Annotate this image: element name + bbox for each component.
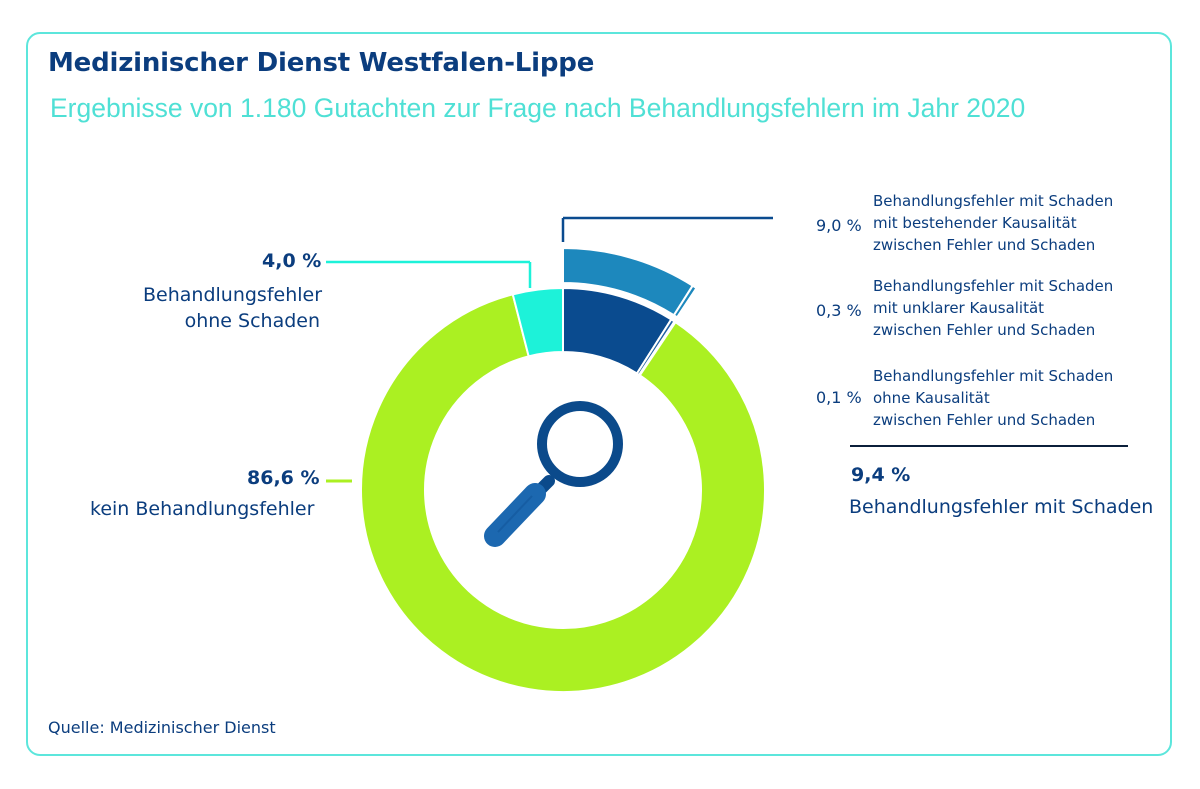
breakdown-text-2: Behandlungsfehler mit Schaden mit unklar…	[873, 277, 1114, 339]
label-kein: kein Behandlungsfehler	[90, 498, 315, 520]
slice-ohne-schaden	[511, 286, 564, 358]
magnifier-icon	[484, 401, 623, 547]
label-ohne-schaden-value: 4,0 %	[262, 250, 322, 272]
breakdown-total-value: 9,4 %	[851, 464, 911, 486]
breakdown-text-1: Behandlungsfehler mit Schaden mit besteh…	[873, 192, 1114, 254]
chart-subtitle: Ergebnisse von 1.180 Gutachten zur Frage…	[50, 93, 1026, 123]
breakdown-value-1: 9,0 %	[816, 216, 862, 235]
outer-slice-ohne-kausal	[675, 286, 700, 320]
breakdown-value-3: 0,1 %	[816, 388, 862, 407]
slice-kein-behandlungsfehler	[360, 293, 766, 693]
chart-title: Medizinischer Dienst Westfalen-Lippe	[48, 48, 595, 78]
breakdown-value-2: 0,3 %	[816, 301, 862, 320]
breakdown-total-label: Behandlungsfehler mit Schaden	[849, 496, 1154, 518]
label-ohne-schaden: Behandlungsfehler ohne Schaden	[143, 284, 323, 332]
breakdown-text-3: Behandlungsfehler mit Schaden ohne Kausa…	[873, 367, 1114, 429]
source-note: Quelle: Medizinischer Dienst	[48, 718, 276, 737]
label-kein-value: 86,6 %	[247, 467, 320, 489]
chart-frame	[26, 32, 1172, 756]
